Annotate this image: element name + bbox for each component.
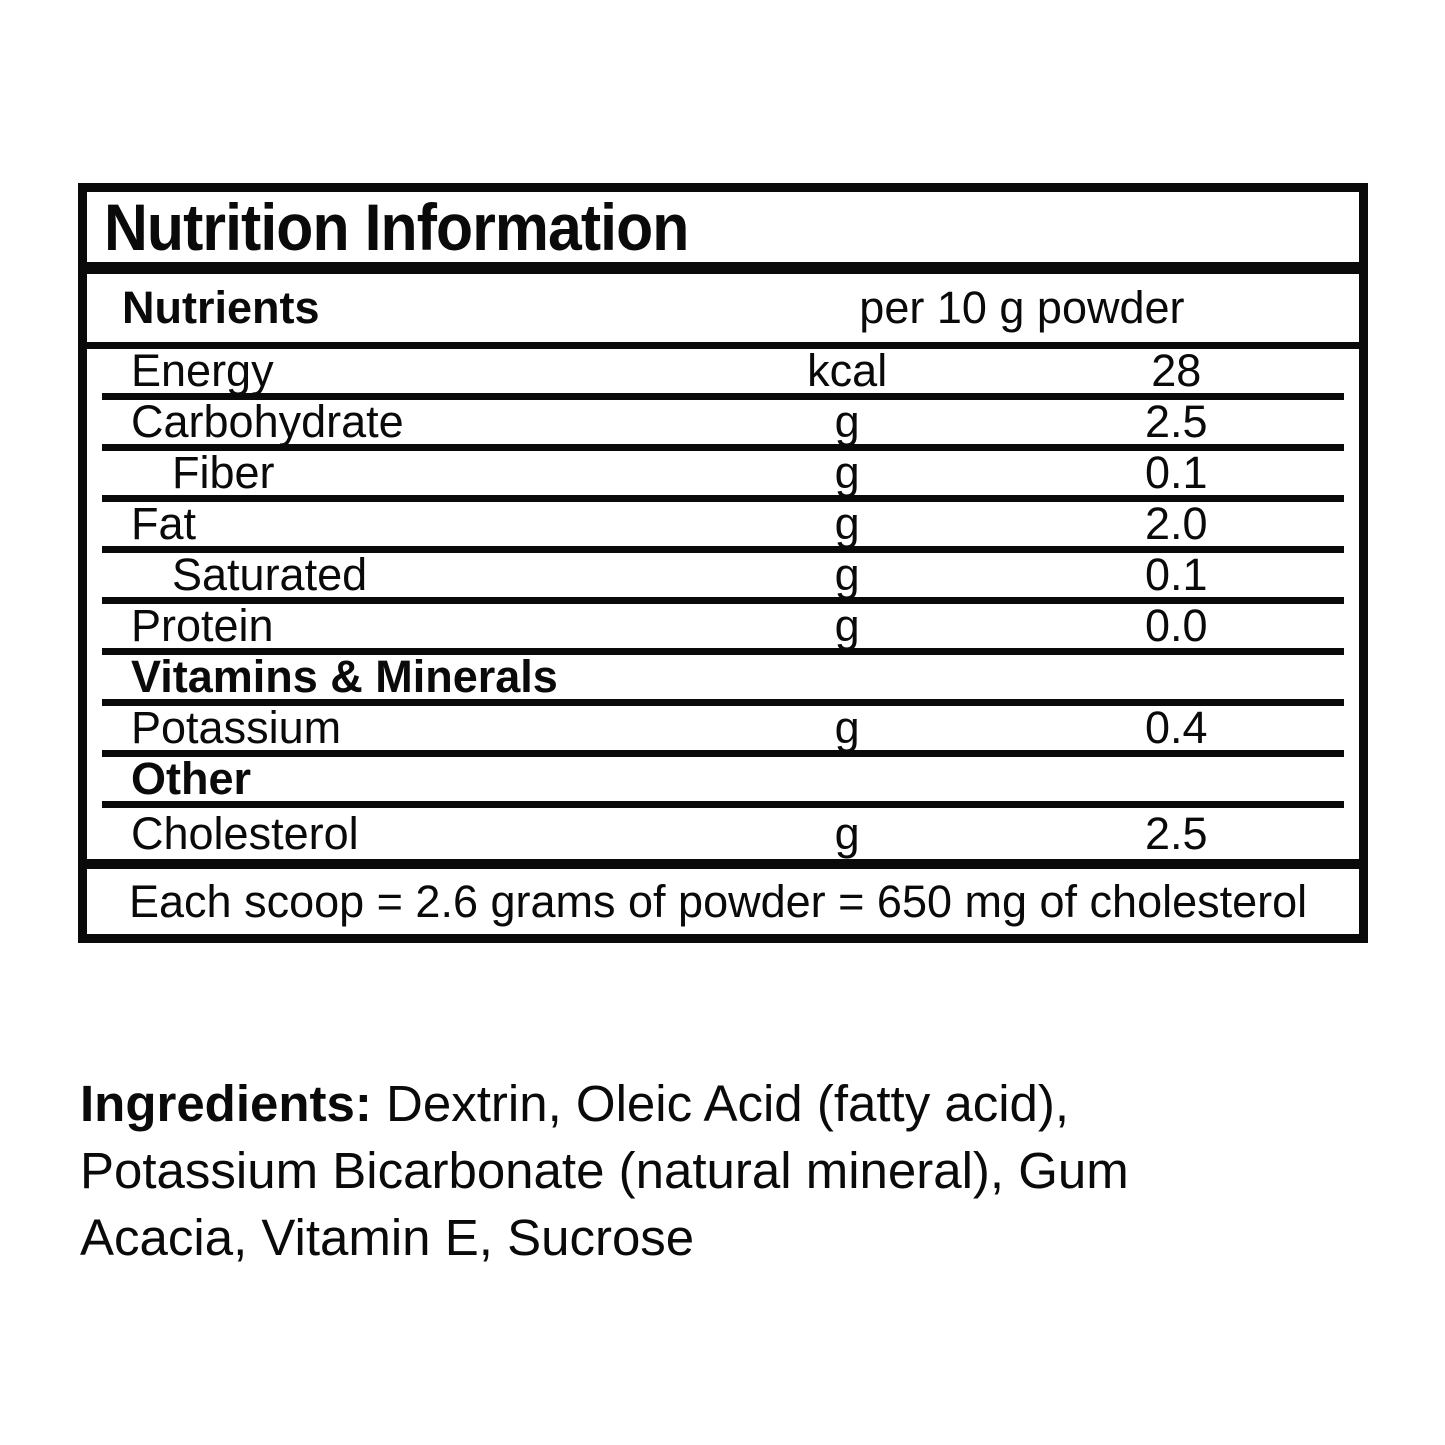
page-title: Nutrition Information xyxy=(104,190,689,264)
nutrient-value: 0.1 xyxy=(1145,447,1208,498)
ingredients-line2: Potassium Bicarbonate (natural mineral),… xyxy=(80,1142,1129,1199)
nutrient-unit: g xyxy=(834,600,860,651)
nutrient-name: Protein xyxy=(131,600,274,651)
footnote-text: Each scoop = 2.6 grams of powder = 650 m… xyxy=(129,875,1308,927)
ingredients-line3: Acacia, Vitamin E, Sucrose xyxy=(80,1209,695,1266)
nutrient-value: 2.5 xyxy=(1145,396,1208,447)
nutrient-value: 0.4 xyxy=(1145,702,1208,753)
nutrient-rows: Energy kcal 28 Carbohydrate g 2.5 Fiber g 0.1 Fat… xyxy=(87,345,1359,859)
nutrient-unit: g xyxy=(834,807,860,859)
nutrient-unit: g xyxy=(834,702,860,753)
nutrient-row: Cholesterol g 2.5 xyxy=(102,808,1344,859)
nutrient-name: Saturated xyxy=(172,549,368,600)
column-header-nutrients: Nutrients xyxy=(122,282,320,333)
nutrient-unit: kcal xyxy=(807,345,888,396)
nutrient-name: Cholesterol xyxy=(131,807,359,859)
footnote-row: Each scoop = 2.6 grams of powder = 650 m… xyxy=(87,859,1359,934)
nutrient-unit: g xyxy=(834,549,860,600)
nutrient-unit: g xyxy=(834,396,860,447)
section-header-row: Other xyxy=(102,753,1344,808)
table-title-row: Nutrition Information xyxy=(87,190,1359,274)
section-header-label: Vitamins & Minerals xyxy=(131,651,558,702)
section-header-row: Vitamins & Minerals xyxy=(102,651,1344,706)
nutrient-unit: g xyxy=(834,447,860,498)
nutrient-name: Fat xyxy=(131,498,197,549)
ingredients-paragraph: Ingredients: Dextrin, Oleic Acid (fatty … xyxy=(80,1070,1380,1271)
nutrient-value: 2.0 xyxy=(1145,498,1208,549)
column-header-amount: per 10 g powder xyxy=(859,282,1185,333)
nutrient-row: Energy kcal 28 xyxy=(102,345,1344,400)
nutrient-unit: g xyxy=(834,498,860,549)
nutrient-value: 0.0 xyxy=(1145,600,1208,651)
section-header-label: Other xyxy=(131,753,252,804)
nutrient-row: Potassium g 0.4 xyxy=(102,702,1344,757)
nutrition-table: Nutrition Information Nutrients per 10 g… xyxy=(78,183,1368,943)
nutrient-row: Fiber g 0.1 xyxy=(102,447,1344,502)
nutrient-name: Fiber xyxy=(172,447,275,498)
nutrient-name: Potassium xyxy=(131,702,342,753)
nutrient-value: 0.1 xyxy=(1145,549,1208,600)
nutrient-row: Protein g 0.0 xyxy=(102,600,1344,655)
nutrient-name: Carbohydrate xyxy=(131,396,404,447)
nutrient-row: Saturated g 0.1 xyxy=(102,549,1344,604)
nutrient-value: 28 xyxy=(1151,345,1202,396)
nutrient-name: Energy xyxy=(131,345,274,396)
nutrient-value: 2.5 xyxy=(1145,807,1208,859)
ingredients-line1: Dextrin, Oleic Acid (fatty acid), xyxy=(371,1075,1070,1132)
nutrient-row: Fat g 2.0 xyxy=(102,498,1344,553)
nutrient-row: Carbohydrate g 2.5 xyxy=(102,396,1344,451)
ingredients-label: Ingredients: xyxy=(80,1075,372,1132)
column-header-row: Nutrients per 10 g powder xyxy=(87,274,1359,349)
